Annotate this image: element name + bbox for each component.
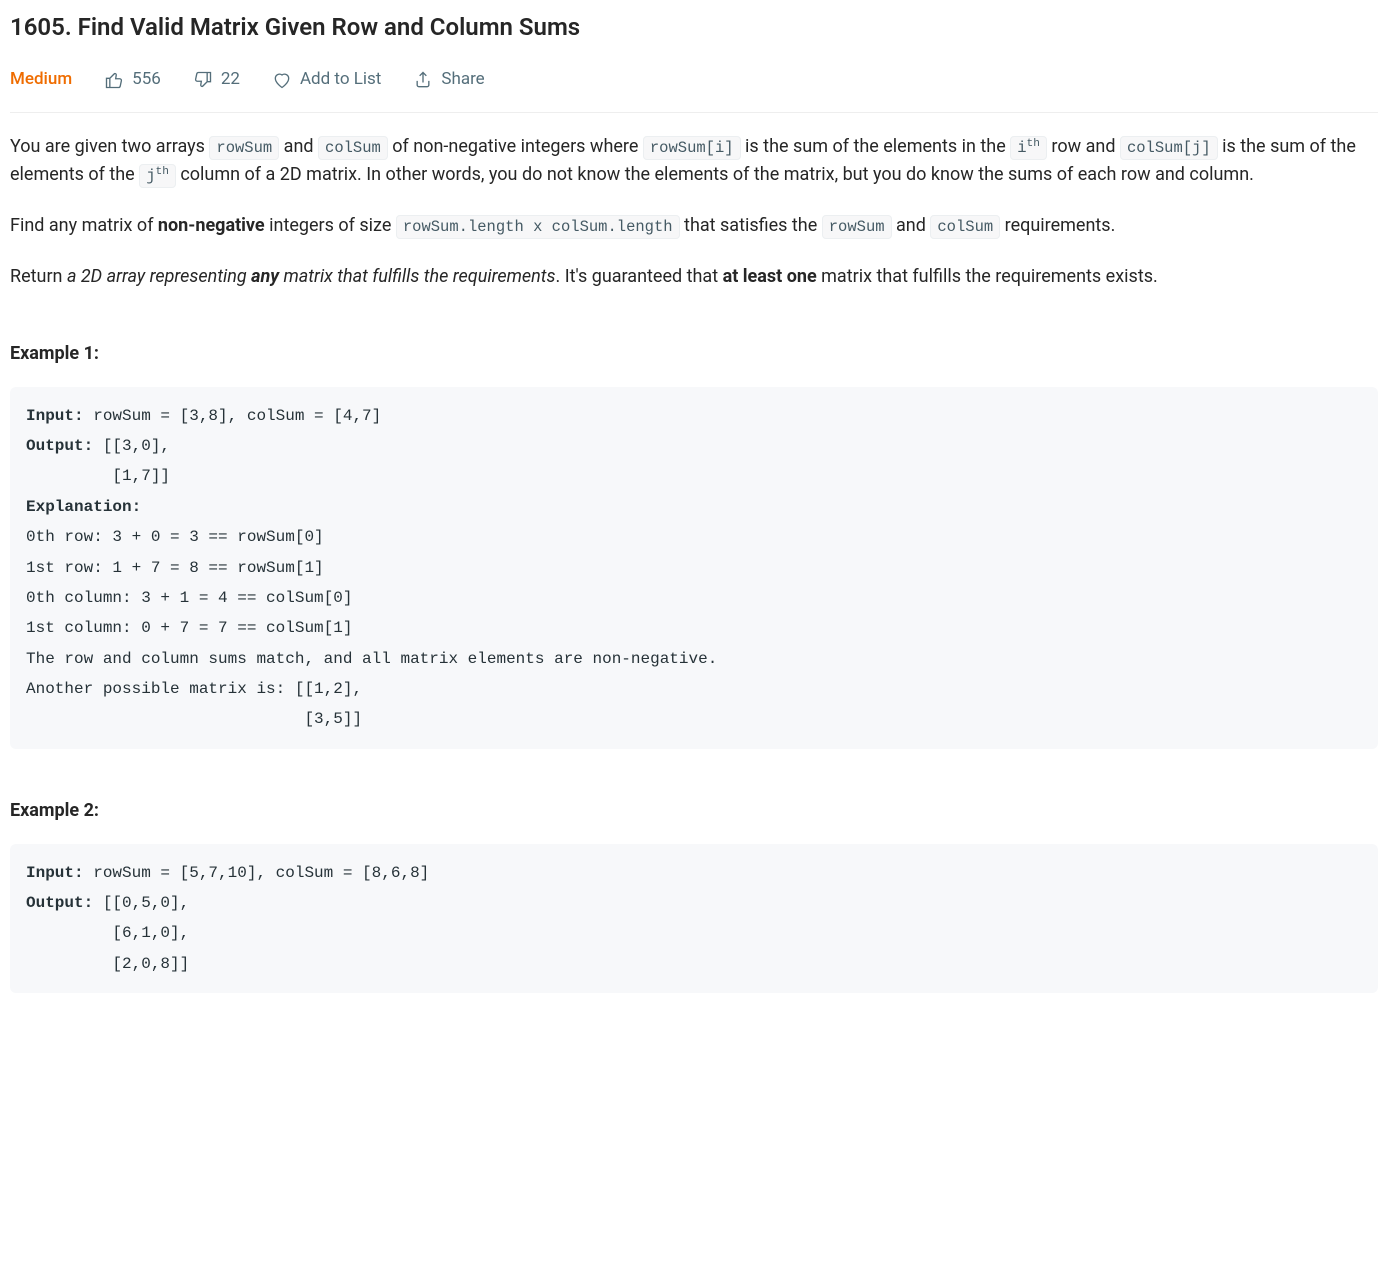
share-button[interactable]: Share <box>413 66 484 93</box>
code-colSum: colSum <box>318 136 388 160</box>
like-count: 556 <box>132 66 161 93</box>
dislike-count: 22 <box>221 66 240 93</box>
share-label: Share <box>441 66 484 93</box>
thumbs-up-icon <box>104 70 124 90</box>
code-rowSum: rowSum <box>209 136 279 160</box>
example-1-block: Input: rowSum = [3,8], colSum = [4,7] Ou… <box>10 387 1378 749</box>
difficulty-badge: Medium <box>10 66 72 93</box>
code-j: jth <box>139 164 176 188</box>
example-1-heading: Example 1: <box>10 340 1378 369</box>
code-i: ith <box>1010 136 1047 160</box>
problem-description: You are given two arrays rowSum and colS… <box>10 133 1378 994</box>
code-size: rowSum.length x colSum.length <box>396 215 680 239</box>
code-rowSum-i: rowSum[i] <box>643 136 741 160</box>
code-rowSum2: rowSum <box>822 215 892 239</box>
code-colSum2: colSum <box>930 215 1000 239</box>
description-paragraph: You are given two arrays rowSum and colS… <box>10 133 1378 191</box>
bold-nonneg: non-negative <box>158 215 265 236</box>
description-paragraph: Return a 2D array representing any matri… <box>10 263 1378 292</box>
add-to-list-button[interactable]: Add to List <box>272 66 381 93</box>
problem-title: 1605. Find Valid Matrix Given Row and Co… <box>10 8 1378 46</box>
share-icon <box>413 70 433 90</box>
description-paragraph: Find any matrix of non-negative integers… <box>10 212 1378 241</box>
example-2-heading: Example 2: <box>10 797 1378 826</box>
add-to-list-label: Add to List <box>300 66 381 93</box>
thumbs-down-icon <box>193 70 213 90</box>
code-colSum-j: colSum[j] <box>1120 136 1218 160</box>
like-button[interactable]: 556 <box>104 66 161 93</box>
problem-meta: Medium 556 22 Add to List Share <box>10 66 1378 112</box>
example-2-block: Input: rowSum = [5,7,10], colSum = [8,6,… <box>10 844 1378 994</box>
heart-icon <box>272 70 292 90</box>
dislike-button[interactable]: 22 <box>193 66 240 93</box>
